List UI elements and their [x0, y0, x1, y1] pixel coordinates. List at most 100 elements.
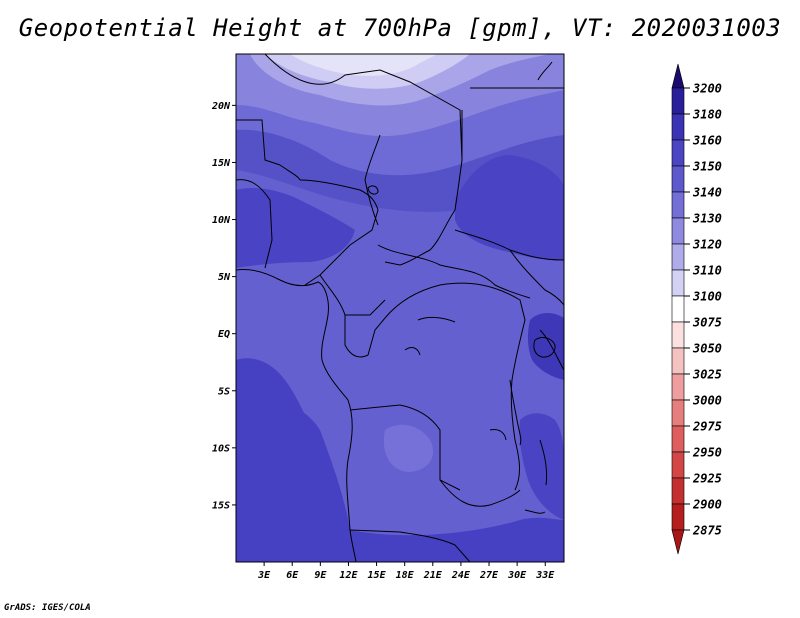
lake-tanganyika [509, 379, 522, 446]
colorbar-swatch [671, 243, 685, 271]
colorbar-swatch [671, 269, 685, 297]
colorbar-swatch [671, 425, 685, 453]
lon-tick-label: 21E [423, 570, 443, 581]
colorbar-label: 3000 [692, 394, 722, 408]
colorbar-swatch [671, 399, 685, 427]
colorbar-label: 3110 [692, 264, 722, 278]
lon-tick-label: 6E [286, 570, 299, 581]
congo-river [417, 316, 456, 323]
lat-tick-label: 5S [218, 386, 230, 397]
colorbar-swatch [671, 295, 685, 323]
colorbar-label: 2950 [692, 446, 722, 460]
colorbar-swatch [671, 451, 685, 479]
border-tanzania [539, 329, 564, 371]
colorbar-label: 3050 [692, 342, 722, 356]
lake-victoria [533, 337, 556, 358]
colorbar-swatch [671, 347, 685, 375]
colorbar-swatch [671, 113, 685, 141]
colorbar-swatch [671, 217, 685, 245]
borders [236, 54, 564, 562]
lon-tick-label: 24E [451, 570, 471, 581]
colorbar-label: 2875 [692, 524, 722, 538]
border-angola [349, 404, 461, 491]
field-west-deep [236, 188, 355, 268]
border-congo [344, 315, 386, 358]
lon-tick-label: 18E [396, 570, 415, 581]
colorbar-label: 2975 [692, 420, 722, 434]
colorbar-swatch [671, 165, 685, 193]
field-lake-region [527, 313, 564, 380]
colorbar-swatch [671, 139, 685, 167]
lat-tick-label: EQ [218, 329, 230, 340]
border-cameroon [319, 274, 386, 316]
lon-tick-label: 15E [368, 570, 387, 581]
colorbar-top-arrow [671, 63, 685, 89]
border-namibia [349, 529, 471, 562]
colorbar-label: 3180 [692, 108, 722, 122]
border-niger-chad [364, 134, 381, 226]
map-frame [235, 53, 565, 563]
colorbar-label: 2900 [692, 498, 722, 512]
colorbar-label: 3130 [692, 212, 722, 226]
colorbar-label: 3200 [692, 82, 722, 96]
southern-feature [524, 509, 546, 514]
lat-tick-label: 10S [212, 443, 230, 454]
colorbar-label: 3160 [692, 134, 722, 148]
colorbar-label: 3150 [692, 160, 722, 174]
height-field [236, 54, 564, 562]
lon-tick-label: 3E [257, 570, 271, 581]
field-east-deep [455, 155, 564, 261]
colorbar: 3200 3180 3160 3150 3140 3130 3120 3110 3100 3075… [671, 63, 722, 555]
credit-label: GrADS: IGES/COLA [4, 603, 91, 613]
coastline-west [236, 269, 357, 562]
kasai-feature [404, 347, 421, 356]
lat-tick-label: 20N [211, 101, 231, 112]
zambezi-feature [489, 429, 507, 441]
lon-tick-label: 30E [507, 570, 527, 581]
border-ethiopia [509, 249, 564, 306]
lon-tick-label: 27E [479, 570, 499, 581]
lake-malawi [539, 439, 548, 486]
field-central-patch [383, 424, 434, 472]
colorbar-label: 3120 [692, 238, 722, 252]
field-north-3100-core [290, 54, 438, 76]
border-zambia [439, 479, 521, 507]
colorbar-swatch [671, 373, 685, 401]
border-nigeria [299, 179, 379, 286]
lake-chad [367, 185, 379, 195]
lat-tick-label: 5N [218, 272, 231, 283]
border-car [377, 244, 531, 299]
border-drc-north [384, 282, 526, 321]
lat-tick-label: 15N [212, 158, 231, 169]
latitude-axis: 20N 15N 10N 5N EQ 5S 10S 15S [211, 101, 236, 511]
longitude-axis: 3E 6E 9E 12E 15E 18E 21E 24E 27E 30E 33E [257, 562, 555, 581]
lon-tick-label: 33E [535, 570, 555, 581]
lon-tick-label: 12E [339, 570, 358, 581]
lon-tick-label: 9E [314, 570, 327, 581]
red-sea-feature [537, 61, 553, 81]
map-title: Geopotential Height at 700hPa [gpm], VT:… [18, 14, 782, 42]
border-sahel-west [236, 179, 273, 269]
border-mali [236, 119, 281, 166]
border-drc-east [510, 319, 526, 491]
colorbar-swatch [671, 321, 685, 349]
colorbar-swatch [671, 477, 685, 505]
border-chad-sudan [384, 209, 456, 266]
colorbar-label: 3025 [692, 368, 722, 382]
lat-tick-label: 10N [212, 215, 231, 226]
lat-tick-label: 15S [212, 500, 230, 511]
border-west-inland [279, 164, 301, 181]
colorbar-bottom-arrow [671, 529, 685, 555]
field-southwest-deep [236, 358, 320, 562]
colorbar-swatch [671, 87, 685, 115]
colorbar-label: 3075 [692, 316, 722, 330]
field-east-africa [519, 413, 564, 520]
colorbar-label: 3140 [692, 186, 722, 200]
colorbar-swatch [671, 503, 685, 531]
border-chad-libya [454, 110, 463, 211]
colorbar-label: 3100 [692, 290, 722, 304]
colorbar-swatch [671, 191, 685, 219]
colorbar-label: 2925 [692, 472, 722, 486]
border-algeria-niger [264, 54, 463, 161]
